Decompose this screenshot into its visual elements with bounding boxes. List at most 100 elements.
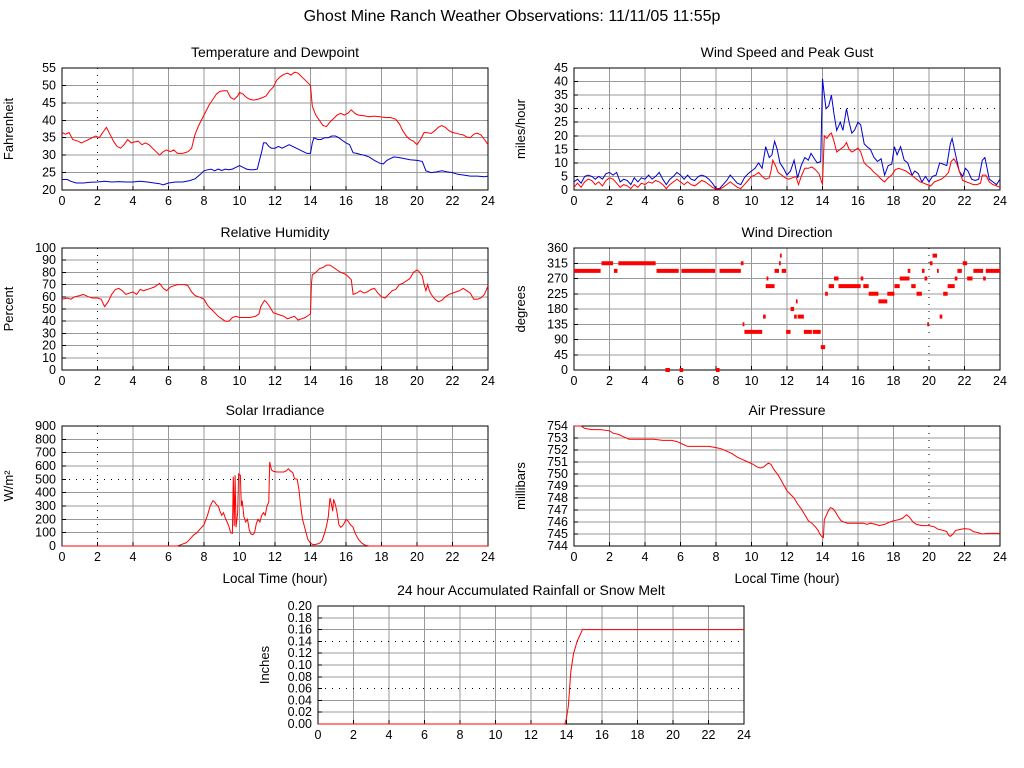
svg-text:100: 100 bbox=[35, 241, 56, 255]
svg-text:22: 22 bbox=[958, 194, 972, 208]
svg-text:10: 10 bbox=[42, 351, 56, 365]
svg-text:18: 18 bbox=[887, 194, 901, 208]
svg-text:24: 24 bbox=[481, 374, 495, 388]
svg-text:2: 2 bbox=[606, 550, 613, 564]
svg-text:80: 80 bbox=[42, 265, 56, 279]
solar-svg: 0 2 4 6 8 10 12 14 16 18 20 22 240100200300400500600… bbox=[1, 402, 495, 586]
series-dewpoint bbox=[62, 135, 489, 186]
svg-text:6: 6 bbox=[165, 550, 172, 564]
svg-text:24: 24 bbox=[993, 374, 1007, 388]
svg-text:24: 24 bbox=[481, 194, 495, 208]
svg-text:18: 18 bbox=[887, 374, 901, 388]
svg-text:500: 500 bbox=[35, 472, 56, 486]
svg-text:747: 747 bbox=[547, 503, 568, 517]
svg-text:22: 22 bbox=[446, 374, 460, 388]
svg-text:18: 18 bbox=[375, 374, 389, 388]
svg-text:24: 24 bbox=[481, 550, 495, 564]
page-title: Ghost Mine Ranch Weather Observations: 1… bbox=[303, 8, 721, 25]
svg-text:6: 6 bbox=[677, 550, 684, 564]
grid-lines bbox=[574, 426, 1000, 546]
svg-text:10: 10 bbox=[554, 156, 568, 170]
svg-text:900: 900 bbox=[35, 419, 56, 433]
svg-text:24: 24 bbox=[993, 194, 1007, 208]
svg-text:16: 16 bbox=[851, 194, 865, 208]
svg-text:0.18: 0.18 bbox=[288, 611, 312, 625]
grid-lines bbox=[62, 248, 488, 370]
chart-title: Temperature and Dewpoint bbox=[191, 44, 359, 60]
svg-text:20: 20 bbox=[922, 194, 936, 208]
svg-text:6: 6 bbox=[677, 194, 684, 208]
svg-text:20: 20 bbox=[410, 194, 424, 208]
svg-text:4: 4 bbox=[642, 194, 649, 208]
svg-text:22: 22 bbox=[702, 728, 716, 742]
svg-text:746: 746 bbox=[547, 515, 568, 529]
svg-text:4: 4 bbox=[642, 550, 649, 564]
svg-text:754: 754 bbox=[547, 419, 568, 433]
svg-text:0: 0 bbox=[561, 363, 568, 377]
svg-text:600: 600 bbox=[35, 459, 56, 473]
svg-text:18: 18 bbox=[631, 728, 645, 742]
svg-text:0: 0 bbox=[59, 194, 66, 208]
svg-text:751: 751 bbox=[547, 455, 568, 469]
series-relative-humidity bbox=[61, 264, 489, 322]
svg-text:14: 14 bbox=[304, 374, 318, 388]
svg-text:10: 10 bbox=[745, 194, 759, 208]
pressure-svg: 0 2 4 6 8 10 12 14 16 18 20 22 247447457467477487497… bbox=[513, 402, 1007, 586]
svg-text:12: 12 bbox=[268, 374, 282, 388]
svg-text:22: 22 bbox=[958, 374, 972, 388]
svg-text:24: 24 bbox=[737, 728, 751, 742]
svg-text:0: 0 bbox=[571, 374, 578, 388]
relative-humidity-chart: 0 2 4 6 8 10 12 14 16 18 20 22 24 0 10 20 30 40 50 60 70 80 90… bbox=[0, 218, 500, 396]
svg-text:753: 753 bbox=[547, 431, 568, 445]
svg-text:18: 18 bbox=[375, 550, 389, 564]
svg-text:14: 14 bbox=[816, 550, 830, 564]
svg-text:0: 0 bbox=[571, 194, 578, 208]
svg-text:10: 10 bbox=[233, 194, 247, 208]
svg-text:400: 400 bbox=[35, 486, 56, 500]
svg-text:16: 16 bbox=[851, 374, 865, 388]
svg-text:6: 6 bbox=[421, 728, 428, 742]
wind-direction-chart: 0 2 4 6 8 10 12 14 16 18 20 22 24 0 45 90 135 180 225 270 31… bbox=[512, 218, 1012, 396]
svg-text:750: 750 bbox=[547, 467, 568, 481]
svg-text:14: 14 bbox=[816, 374, 830, 388]
svg-text:30: 30 bbox=[554, 102, 568, 116]
svg-text:800: 800 bbox=[35, 432, 56, 446]
svg-text:180: 180 bbox=[547, 302, 568, 316]
tick-labels: 0 2 4 6 8 10 12 14 16 18 20 22 240.000.020.040.060.0… bbox=[288, 599, 751, 742]
grid-lines bbox=[574, 248, 1000, 370]
svg-text:20: 20 bbox=[410, 374, 424, 388]
svg-text:12: 12 bbox=[268, 194, 282, 208]
svg-text:749: 749 bbox=[547, 479, 568, 493]
svg-text:300: 300 bbox=[35, 499, 56, 513]
winddirection-svg: 0 2 4 6 8 10 12 14 16 18 20 22 240459013518022527031… bbox=[513, 224, 1007, 388]
svg-text:14: 14 bbox=[816, 194, 830, 208]
svg-text:14: 14 bbox=[560, 728, 574, 742]
svg-text:748: 748 bbox=[547, 491, 568, 505]
svg-text:745: 745 bbox=[547, 527, 568, 541]
svg-text:16: 16 bbox=[851, 550, 865, 564]
svg-text:60: 60 bbox=[42, 290, 56, 304]
series-air-pressure bbox=[574, 425, 1000, 539]
y-axis-label: millibars bbox=[513, 462, 528, 510]
svg-text:10: 10 bbox=[745, 374, 759, 388]
chart-title: Wind Direction bbox=[741, 224, 832, 240]
grid-lines bbox=[62, 68, 488, 190]
svg-text:0: 0 bbox=[315, 728, 322, 742]
tick-labels: 0 2 4 6 8 10 12 14 16 18 20 22 240102030405060708090… bbox=[35, 241, 495, 388]
svg-text:25: 25 bbox=[42, 166, 56, 180]
series-wind-speed bbox=[573, 132, 1001, 190]
svg-text:10: 10 bbox=[233, 374, 247, 388]
svg-text:0.08: 0.08 bbox=[288, 670, 312, 684]
svg-text:0.12: 0.12 bbox=[288, 646, 312, 660]
tick-labels: 0 2 4 6 8 10 12 14 16 18 20 22 240459013518022527031… bbox=[547, 241, 1007, 388]
series-solar-irradiance bbox=[62, 461, 488, 547]
svg-text:8: 8 bbox=[457, 728, 464, 742]
tick-labels: 0 2 4 6 8 10 12 14 16 18 20 22 240100200300400500600… bbox=[35, 419, 495, 564]
svg-text:0.20: 0.20 bbox=[288, 599, 312, 613]
svg-text:4: 4 bbox=[642, 374, 649, 388]
svg-text:40: 40 bbox=[42, 314, 56, 328]
svg-text:45: 45 bbox=[554, 61, 568, 75]
